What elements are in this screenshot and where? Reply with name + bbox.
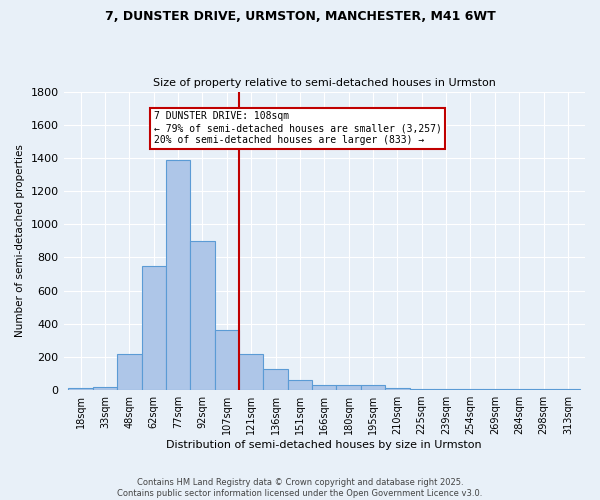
Y-axis label: Number of semi-detached properties: Number of semi-detached properties (15, 144, 25, 338)
Bar (337, 385, 361, 390)
Bar (117, 354, 142, 390)
X-axis label: Distribution of semi-detached houses by size in Urmston: Distribution of semi-detached houses by … (166, 440, 482, 450)
Title: Size of property relative to semi-detached houses in Urmston: Size of property relative to semi-detach… (153, 78, 496, 88)
Bar (361, 385, 385, 390)
Bar (263, 368, 288, 390)
Bar (190, 241, 215, 390)
Bar (312, 385, 337, 390)
Bar (68, 388, 93, 390)
Bar (288, 380, 312, 390)
Bar (93, 387, 117, 390)
Bar (215, 330, 239, 390)
Bar (385, 388, 410, 390)
Text: 7, DUNSTER DRIVE, URMSTON, MANCHESTER, M41 6WT: 7, DUNSTER DRIVE, URMSTON, MANCHESTER, M… (104, 10, 496, 23)
Bar (142, 266, 166, 390)
Bar (166, 160, 190, 390)
Bar (239, 354, 263, 390)
Text: 7 DUNSTER DRIVE: 108sqm
← 79% of semi-detached houses are smaller (3,257)
20% of: 7 DUNSTER DRIVE: 108sqm ← 79% of semi-de… (154, 112, 442, 144)
Text: Contains HM Land Registry data © Crown copyright and database right 2025.
Contai: Contains HM Land Registry data © Crown c… (118, 478, 482, 498)
